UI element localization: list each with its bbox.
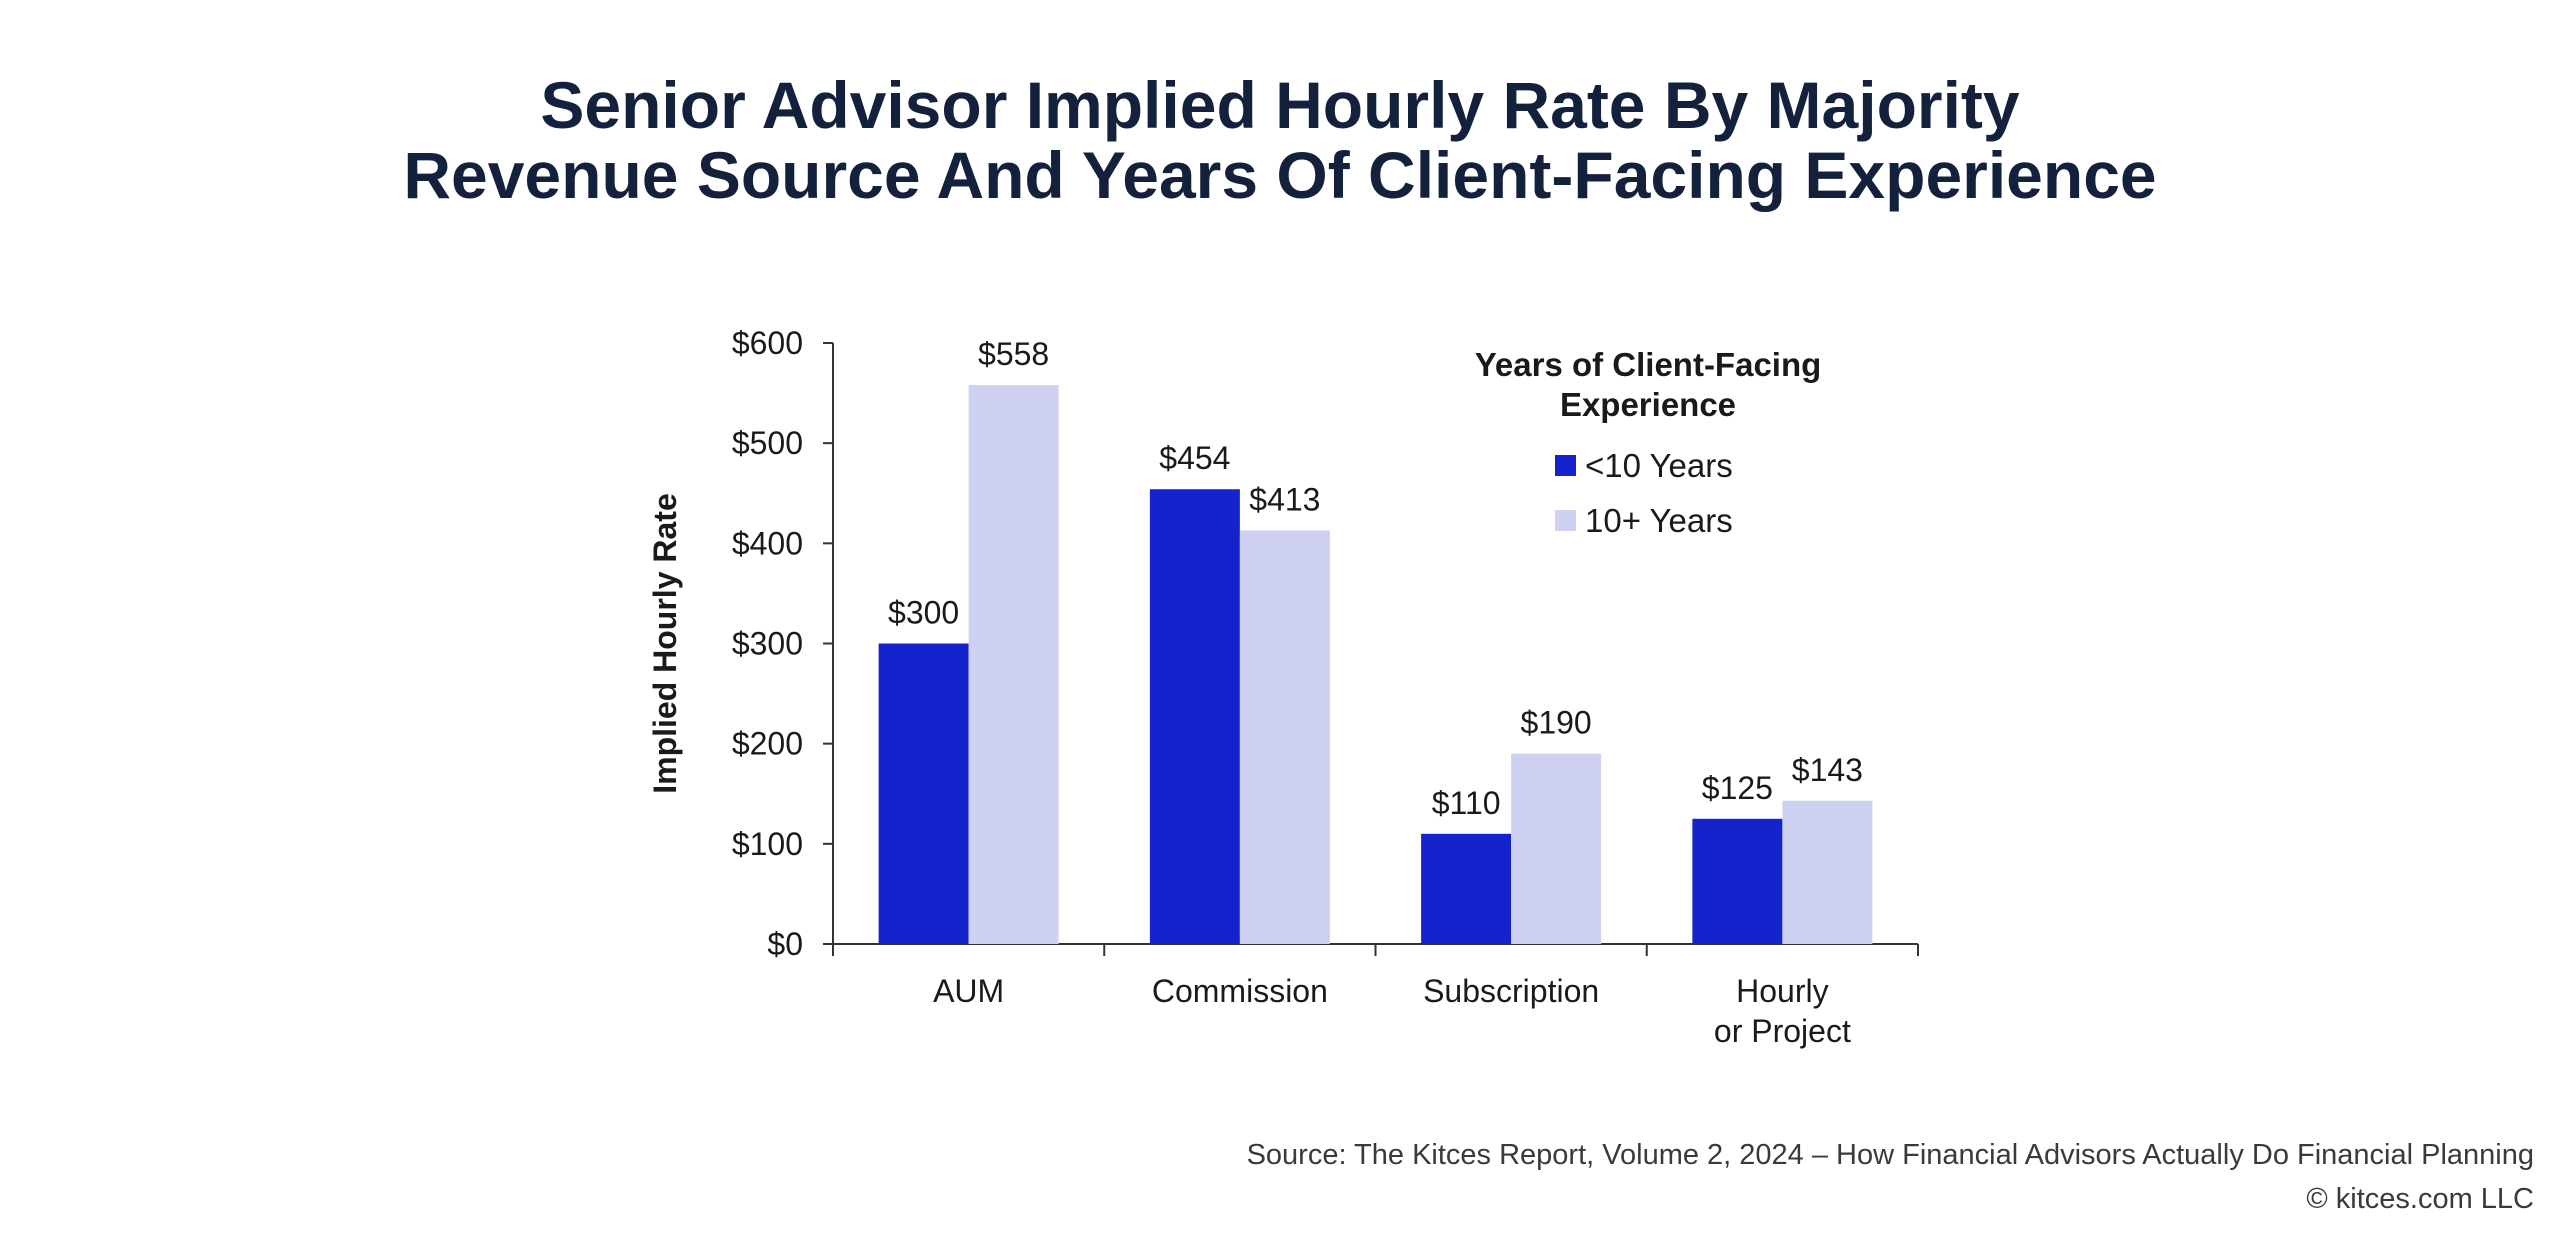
x-tick-label: or Project bbox=[1714, 1013, 1851, 1049]
y-tick-label: $0 bbox=[767, 926, 803, 962]
legend-title: Experience bbox=[1560, 386, 1736, 423]
chart-title: Senior Advisor Implied Hourly Rate By Ma… bbox=[0, 70, 2560, 210]
bar bbox=[1239, 530, 1330, 944]
chart-title-line-2: Revenue Source And Years Of Client-Facin… bbox=[403, 138, 2157, 212]
bar bbox=[1692, 818, 1783, 944]
y-tick-label: $100 bbox=[732, 826, 803, 862]
x-tick-label: Commission bbox=[1152, 973, 1328, 1009]
bar bbox=[1511, 753, 1602, 944]
x-tick-label: Subscription bbox=[1423, 973, 1599, 1009]
x-tick-label: AUM bbox=[933, 973, 1004, 1009]
y-tick-label: $200 bbox=[732, 726, 803, 762]
source-note: Source: The Kitces Report, Volume 2, 202… bbox=[1247, 1133, 2534, 1221]
data-label: $110 bbox=[1432, 785, 1501, 821]
bar bbox=[1782, 800, 1873, 944]
copyright-text: © kitces.com LLC bbox=[2306, 1183, 2534, 1215]
data-label: $558 bbox=[978, 336, 1049, 372]
y-axis-label: Implied Hourly Rate bbox=[647, 493, 683, 794]
legend-swatch bbox=[1555, 455, 1576, 476]
y-tick-label: $500 bbox=[732, 425, 803, 461]
bar bbox=[1149, 489, 1240, 944]
data-label: $125 bbox=[1702, 770, 1773, 806]
legend-swatch bbox=[1555, 510, 1576, 531]
y-tick-label: $600 bbox=[732, 325, 803, 361]
data-label: $413 bbox=[1249, 481, 1320, 517]
data-label: $300 bbox=[888, 595, 959, 631]
bar bbox=[1421, 833, 1512, 944]
source-text: Source: The Kitces Report, Volume 2, 202… bbox=[1246, 1139, 2534, 1171]
legend-label: <10 Years bbox=[1585, 447, 1733, 484]
y-tick-label: $300 bbox=[732, 626, 803, 662]
legend-title: Years of Client-Facing bbox=[1475, 346, 1822, 383]
data-label: $454 bbox=[1159, 440, 1230, 476]
bar bbox=[968, 385, 1059, 944]
legend-label: 10+ Years bbox=[1585, 502, 1733, 539]
chart-title-line-1: Senior Advisor Implied Hourly Rate By Ma… bbox=[540, 68, 2020, 142]
y-tick-label: $400 bbox=[732, 525, 803, 561]
bar bbox=[878, 643, 969, 944]
x-tick-label: Hourly bbox=[1736, 973, 1828, 1009]
data-label: $190 bbox=[1521, 705, 1592, 741]
data-label: $143 bbox=[1792, 752, 1863, 788]
